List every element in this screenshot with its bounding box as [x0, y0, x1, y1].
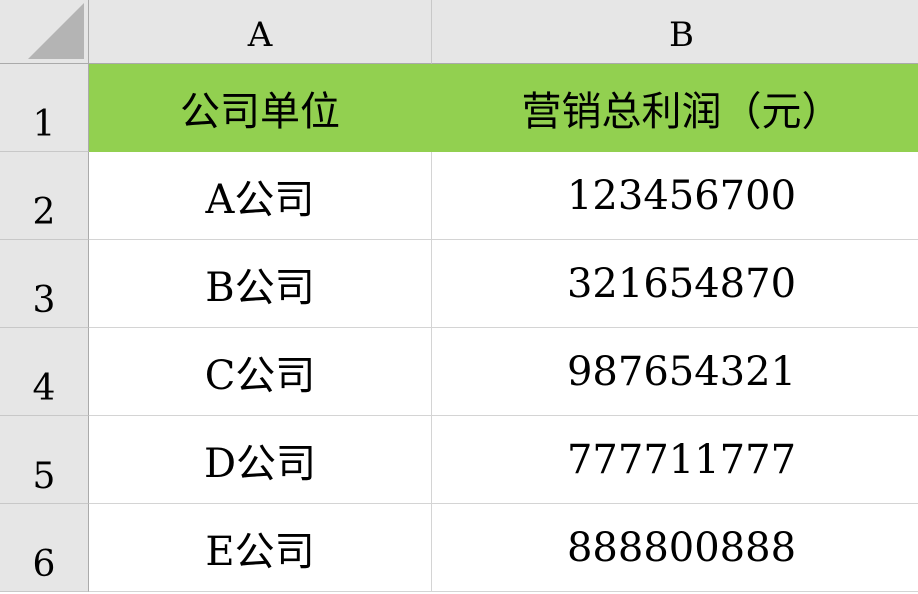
table-cell[interactable]: 777711777 [432, 416, 918, 504]
table-cell[interactable]: E公司 [89, 504, 432, 592]
table-cell[interactable]: 123456700 [432, 152, 918, 240]
select-all-triangle-icon [28, 3, 84, 59]
header-cell[interactable]: 营销总利润（元） [432, 64, 918, 152]
table-cell[interactable]: C公司 [89, 328, 432, 416]
column-header-b[interactable]: B [432, 0, 918, 64]
table-cell[interactable]: 321654870 [432, 240, 918, 328]
table-cell[interactable]: B公司 [89, 240, 432, 328]
row-header-2[interactable]: 2 [0, 152, 89, 240]
table-cell[interactable]: 888800888 [432, 504, 918, 592]
table-cell[interactable]: 987654321 [432, 328, 918, 416]
row-header-3[interactable]: 3 [0, 240, 89, 328]
column-header-a[interactable]: A [89, 0, 432, 64]
select-all-corner[interactable] [0, 0, 89, 64]
table-cell[interactable]: D公司 [89, 416, 432, 504]
row-header-6[interactable]: 6 [0, 504, 89, 592]
row-header-1[interactable]: 1 [0, 64, 89, 152]
header-cell[interactable]: 公司单位 [89, 64, 432, 152]
row-header-5[interactable]: 5 [0, 416, 89, 504]
table-cell[interactable]: A公司 [89, 152, 432, 240]
row-header-4[interactable]: 4 [0, 328, 89, 416]
